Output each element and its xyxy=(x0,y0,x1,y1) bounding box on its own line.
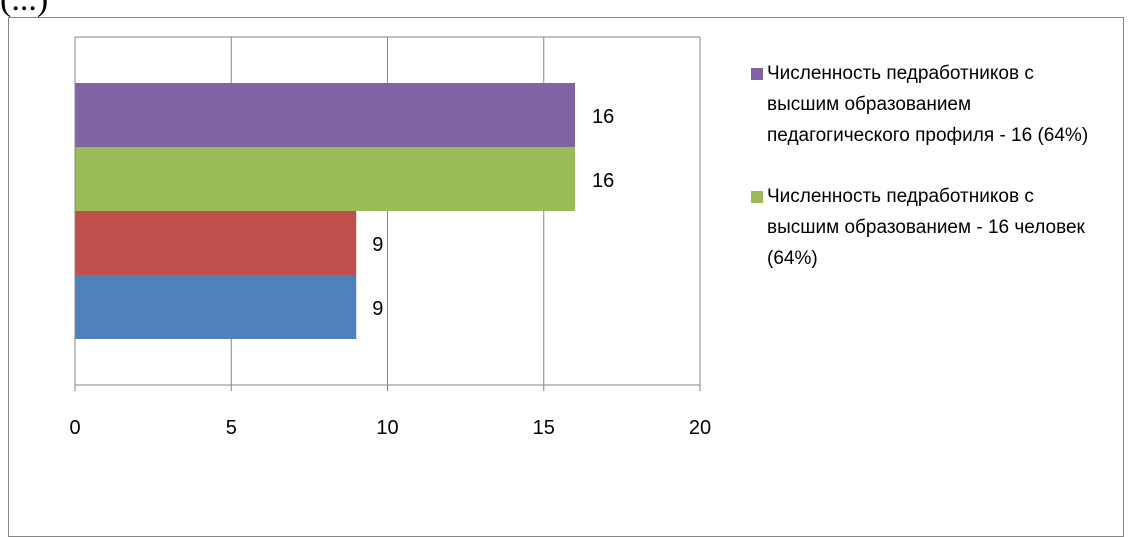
chart-axes xyxy=(74,37,701,391)
chart-legend: Численность педработников с высшим образ… xyxy=(751,58,1121,304)
legend-swatch-green xyxy=(751,191,763,203)
x-axis-tick-label-4: 20 xyxy=(689,417,711,439)
x-axis-tick-label-0: 0 xyxy=(69,417,80,439)
legend-label-purple: Численность педработников с высшим образ… xyxy=(767,63,1089,146)
legend-item-green: Численность педработников с высшим образ… xyxy=(751,181,1121,274)
bar-3 xyxy=(75,275,357,339)
chart-bars xyxy=(75,83,575,339)
legend-label-green: Численность педработников с высшим образ… xyxy=(767,186,1085,269)
bar-data-label-0: 16 xyxy=(592,106,614,128)
bar-data-label-1: 16 xyxy=(592,170,614,192)
chart-labels: 0 5 10 15 20 16 16 9 9 xyxy=(69,106,711,439)
bar-data-label-2: 9 xyxy=(372,234,383,256)
x-axis-tick-label-2: 10 xyxy=(376,417,398,439)
bar-0 xyxy=(75,83,575,147)
legend-swatch-purple xyxy=(751,68,763,80)
top-cropped-text: (...) xyxy=(0,0,1131,20)
bar-1 xyxy=(75,147,575,211)
legend-item-purple: Численность педработников с высшим образ… xyxy=(751,58,1121,151)
bar-data-label-3: 9 xyxy=(372,298,383,320)
bar-2 xyxy=(75,211,357,275)
x-axis-tick-label-1: 5 xyxy=(226,417,237,439)
x-axis-tick-label-3: 15 xyxy=(533,417,555,439)
